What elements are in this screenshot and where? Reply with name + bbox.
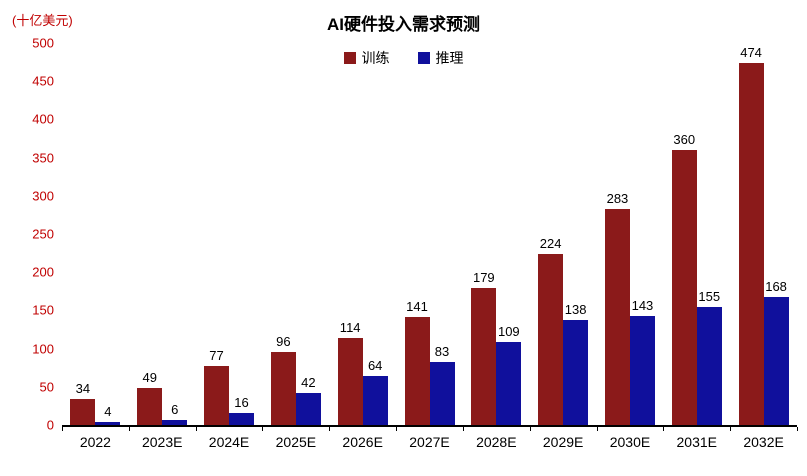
legend: 训练 推理 [0, 48, 807, 68]
x-axis-label: 2028E [476, 434, 517, 450]
bar-value-inference: 6 [171, 402, 179, 417]
x-axis-tick [195, 427, 197, 431]
bar-training [70, 399, 96, 425]
bar-training [471, 288, 497, 425]
x-axis-tick [62, 427, 63, 431]
bar-value-inference: 168 [765, 279, 787, 294]
bar-value-inference: 138 [564, 302, 587, 317]
bar-value-training: 114 [339, 320, 361, 335]
bar-value-training: 49 [142, 370, 157, 385]
x-axis-tick [529, 427, 531, 431]
y-tick-label: 50 [39, 379, 54, 395]
x-axis-tick [797, 427, 798, 431]
y-tick-label: 250 [32, 226, 54, 242]
x-axis-label: 2026E [342, 434, 383, 450]
x-axis-label: 2027E [409, 434, 450, 450]
x-axis-label: 2025E [275, 434, 317, 450]
x-axis-tick [262, 427, 264, 431]
x-axis-label: 2029E [542, 434, 584, 450]
bar-value-training: 360 [673, 132, 696, 147]
bar-inference [763, 297, 789, 425]
x-axis-tick [396, 427, 398, 431]
y-tick-label: 100 [32, 341, 54, 357]
bar-training [404, 317, 430, 425]
legend-swatch [343, 52, 356, 64]
x-axis-label: 2024E [208, 434, 250, 450]
bar-inference [629, 316, 655, 425]
x-axis-tick [663, 427, 665, 431]
y-axis-unit-label: (十亿美元) [12, 13, 73, 28]
bar-value-training: 474 [740, 45, 762, 60]
legend-swatch [417, 52, 430, 64]
bar-training [738, 63, 764, 425]
bar-value-inference: 155 [698, 289, 721, 304]
bar-value-training: 283 [606, 191, 629, 206]
bar-inference [295, 393, 321, 425]
y-tick-label: 500 [32, 35, 54, 51]
bar-inference [496, 342, 522, 425]
bar-inference [162, 420, 188, 425]
bar-value-training: 77 [209, 348, 224, 363]
bar-value-inference: 16 [234, 395, 249, 410]
legend-item-inference: 推理 [417, 48, 464, 68]
y-tick-label: 200 [32, 264, 54, 280]
x-axis-tick [128, 427, 130, 431]
bar-value-training: 96 [276, 334, 291, 349]
bar-training [137, 388, 163, 425]
y-tick-label: 300 [32, 188, 54, 204]
bar-value-training: 224 [539, 236, 562, 251]
bar-value-inference: 109 [497, 324, 520, 339]
x-axis-tick [462, 427, 464, 431]
x-axis-label: 2032E [743, 434, 784, 450]
bar-training [671, 150, 697, 425]
x-axis-tick [329, 427, 331, 431]
bar-value-training: 179 [472, 270, 495, 285]
legend-label: 推理 [435, 50, 464, 66]
y-tick-label: 400 [32, 111, 54, 127]
legend-item-training: 训练 [343, 48, 390, 68]
x-axis-label: 2023E [141, 434, 183, 450]
bar-training [270, 352, 296, 425]
legend-label: 训练 [361, 50, 390, 66]
chart-title: AI硬件投入需求预测 [327, 15, 480, 34]
bar-inference [362, 376, 388, 425]
y-tick-label: 450 [32, 73, 54, 89]
bar-value-inference: 64 [367, 358, 383, 373]
bar-inference [429, 362, 455, 425]
bar-training [538, 254, 564, 425]
x-axis-label: 2030E [609, 434, 651, 450]
x-axis-label: 2031E [676, 434, 718, 450]
bar-inference [696, 307, 722, 425]
bar-training [604, 209, 630, 425]
y-tick-label: 0 [46, 417, 54, 433]
bar-value-training: 141 [406, 299, 428, 314]
bar-training [204, 366, 230, 425]
bar-inference [563, 320, 589, 425]
x-axis-tick [730, 427, 732, 431]
x-axis-tick [596, 427, 598, 431]
bar-value-inference: 143 [631, 298, 654, 313]
y-tick-label: 150 [32, 302, 54, 318]
bar-inference [95, 422, 121, 425]
y-tick-label: 350 [32, 150, 54, 166]
bar-value-inference: 42 [301, 375, 316, 390]
bar-training [337, 338, 363, 425]
bar-value-inference: 83 [434, 344, 450, 359]
bar-value-inference: 4 [104, 404, 112, 419]
plot-area: 34 4 49 6 77 16 96 42 114 64 141 83 179 109 224 138 283 1… [62, 43, 797, 427]
bar-value-training: 34 [75, 381, 91, 396]
x-axis-label: 2022 [79, 434, 111, 450]
bar-inference [229, 413, 255, 425]
